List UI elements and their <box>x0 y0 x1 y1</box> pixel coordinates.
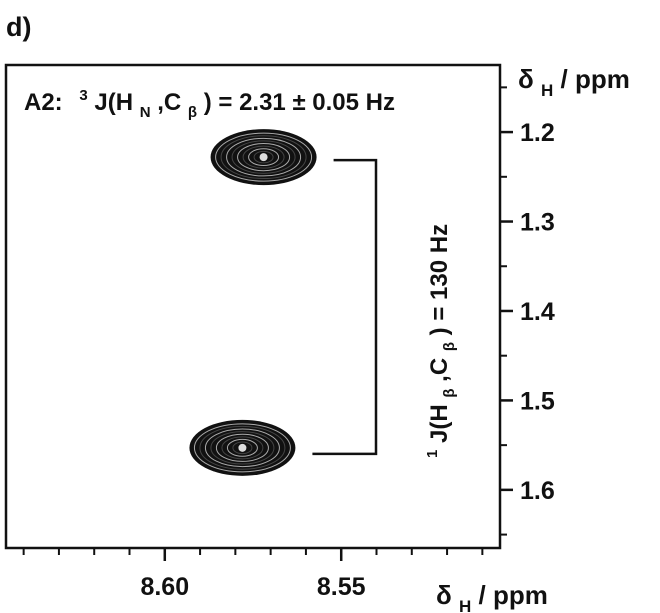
annotation-comma: ,C <box>157 89 181 116</box>
y-axis-label: δ H / ppm <box>518 64 630 102</box>
coupling-main: J(H <box>426 404 453 443</box>
y-tick-label: 1.3 <box>520 209 555 237</box>
one-bond-coupling-label: 1 J(H β ,C β ) = 130 Hz <box>416 224 460 458</box>
y-axis-label-unit: / ppm <box>561 64 630 94</box>
coupling-bracket-group <box>312 158 378 456</box>
x-axis-label-sub: H <box>459 597 471 613</box>
coupling-sub1: β <box>441 388 458 397</box>
x-axis-label-unit: / ppm <box>479 580 548 610</box>
annotation-main: J(H <box>94 89 133 116</box>
x-axis-label-delta: δ <box>436 580 452 610</box>
annotation-sup: 3 <box>79 87 87 104</box>
coupling-comma: ,C <box>426 358 453 382</box>
x-tick-label: 8.60 <box>140 573 189 601</box>
peak <box>210 129 317 186</box>
peak-contours <box>189 129 317 476</box>
x-axis-label: δ H / ppm <box>436 580 548 613</box>
coupling-sub2: β <box>441 342 458 351</box>
x-tick-label: 8.55 <box>317 573 366 601</box>
coupling-annotation: A2: 3 J(H N ,C β ) = 2.31 ± 0.05 Hz <box>24 79 395 123</box>
coupling-suffix: ) = 130 Hz <box>426 224 453 335</box>
coupling-bracket <box>312 158 378 456</box>
y-tick-label: 1.6 <box>520 477 555 505</box>
annotation-prefix: A2: <box>24 89 63 116</box>
axis-ticks: 8.60 8.55 1.2 1.3 1.4 1.5 1.6 <box>22 86 555 601</box>
peak <box>189 419 296 476</box>
y-tick-label: 1.5 <box>520 387 555 415</box>
y-axis-label-sub: H <box>541 81 553 100</box>
coupling-sup: 1 <box>424 450 441 458</box>
annotation-sub1: N <box>140 104 151 121</box>
y-axis-label-delta: δ <box>518 64 534 94</box>
y-tick-label: 1.4 <box>520 298 555 326</box>
annotation-sub2: β <box>188 104 197 121</box>
y-tick-label: 1.2 <box>520 119 555 147</box>
plot-frame <box>4 63 502 550</box>
panel-label: d) <box>6 12 31 42</box>
annotation-suffix: ) = 2.31 ± 0.05 Hz <box>204 89 395 116</box>
